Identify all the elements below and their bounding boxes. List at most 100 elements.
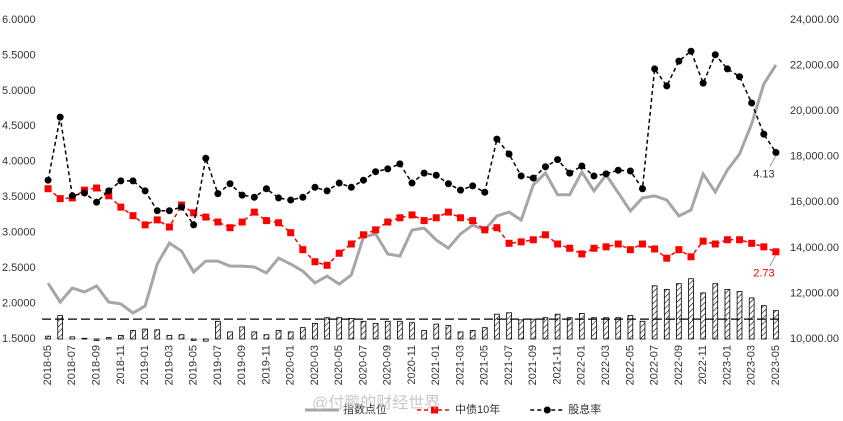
x-tick-label: 2019-01 — [139, 345, 151, 385]
bar — [154, 329, 161, 340]
bar — [566, 317, 573, 340]
bar — [142, 328, 148, 340]
y2-tick-label: 12,000.00 — [790, 287, 839, 299]
marker — [44, 185, 52, 193]
marker — [675, 57, 683, 65]
marker — [760, 130, 768, 138]
bar — [372, 323, 379, 340]
x-tick-label: 2021-01 — [430, 345, 442, 385]
marker — [481, 226, 489, 234]
marker — [529, 236, 537, 244]
marker — [93, 198, 101, 206]
bar — [445, 325, 452, 340]
marker — [299, 193, 307, 201]
marker — [311, 258, 319, 266]
marker — [250, 208, 258, 216]
bar — [312, 323, 318, 340]
bar — [57, 315, 64, 340]
bar — [202, 338, 209, 342]
marker — [323, 261, 331, 269]
x-tick-label: 2022-03 — [600, 345, 612, 385]
bar — [542, 317, 549, 340]
marker — [663, 82, 671, 90]
bar — [518, 319, 525, 340]
marker — [359, 231, 367, 239]
marker — [554, 156, 562, 164]
marker — [578, 162, 586, 170]
x-tick-label: 2020-05 — [333, 345, 345, 385]
y-tick-label: 2.5000 — [2, 262, 36, 274]
marker — [420, 169, 428, 177]
bar — [760, 305, 767, 340]
marker — [469, 217, 477, 225]
bar — [591, 317, 597, 340]
bar — [433, 323, 440, 340]
marker — [129, 177, 137, 185]
marker — [347, 240, 355, 248]
marker — [432, 171, 440, 179]
marker — [711, 51, 719, 59]
marker — [335, 249, 343, 257]
marker — [493, 224, 501, 232]
marker — [202, 213, 210, 221]
marker — [675, 246, 683, 254]
series-line — [46, 64, 778, 315]
marker — [178, 203, 186, 211]
marker — [214, 190, 222, 198]
bar — [45, 335, 51, 340]
marker — [493, 135, 501, 143]
marker — [554, 240, 562, 248]
marker — [469, 182, 477, 190]
marker — [772, 248, 780, 256]
marker — [736, 236, 744, 244]
bar — [712, 283, 719, 340]
x-tick-label: 2019-03 — [163, 345, 175, 385]
x-tick-label: 2021-05 — [479, 345, 491, 385]
x-tick-label: 2020-01 — [285, 345, 297, 385]
bar — [299, 327, 306, 340]
annotation: 2.73 — [753, 268, 774, 280]
marker — [432, 214, 440, 222]
marker — [699, 79, 707, 87]
y2-tick-label: 22,000.00 — [790, 59, 839, 71]
marker — [748, 99, 756, 107]
marker — [517, 172, 525, 180]
watermark: @付鹏的财经世界 — [312, 394, 440, 412]
bar — [748, 297, 755, 340]
marker — [384, 165, 392, 173]
marker — [626, 246, 634, 254]
y2-tick-label: 24,000.00 — [790, 14, 839, 26]
legend-marker — [543, 406, 551, 414]
marker — [287, 196, 295, 204]
x-tick-label: 2022-09 — [673, 345, 685, 385]
bar — [263, 334, 270, 340]
bar — [227, 331, 233, 340]
marker — [614, 166, 622, 174]
bar — [93, 338, 100, 341]
legend-label: 股息率 — [568, 402, 601, 416]
x-tick-label: 2020-11 — [406, 345, 418, 385]
x-tick-label: 2018-05 — [42, 345, 54, 385]
x-tick-label: 2023-03 — [746, 345, 758, 385]
marker — [481, 188, 489, 196]
marker — [626, 167, 634, 175]
marker — [262, 217, 270, 225]
x-tick-label: 2022-05 — [624, 345, 636, 385]
marker — [396, 214, 404, 222]
bar — [251, 331, 258, 340]
marker — [408, 211, 416, 219]
marker — [699, 237, 707, 245]
marker — [335, 179, 343, 187]
x-tick-label: 2018-11 — [115, 345, 127, 385]
marker — [44, 176, 52, 184]
marker — [457, 186, 465, 194]
legend-marker — [431, 406, 438, 414]
bar — [676, 283, 682, 340]
y-tick-label: 2.0000 — [2, 297, 36, 309]
marker — [105, 192, 113, 200]
marker — [359, 176, 367, 184]
marker — [748, 239, 756, 247]
marker — [80, 189, 88, 197]
marker — [578, 250, 586, 258]
bar — [384, 320, 391, 340]
